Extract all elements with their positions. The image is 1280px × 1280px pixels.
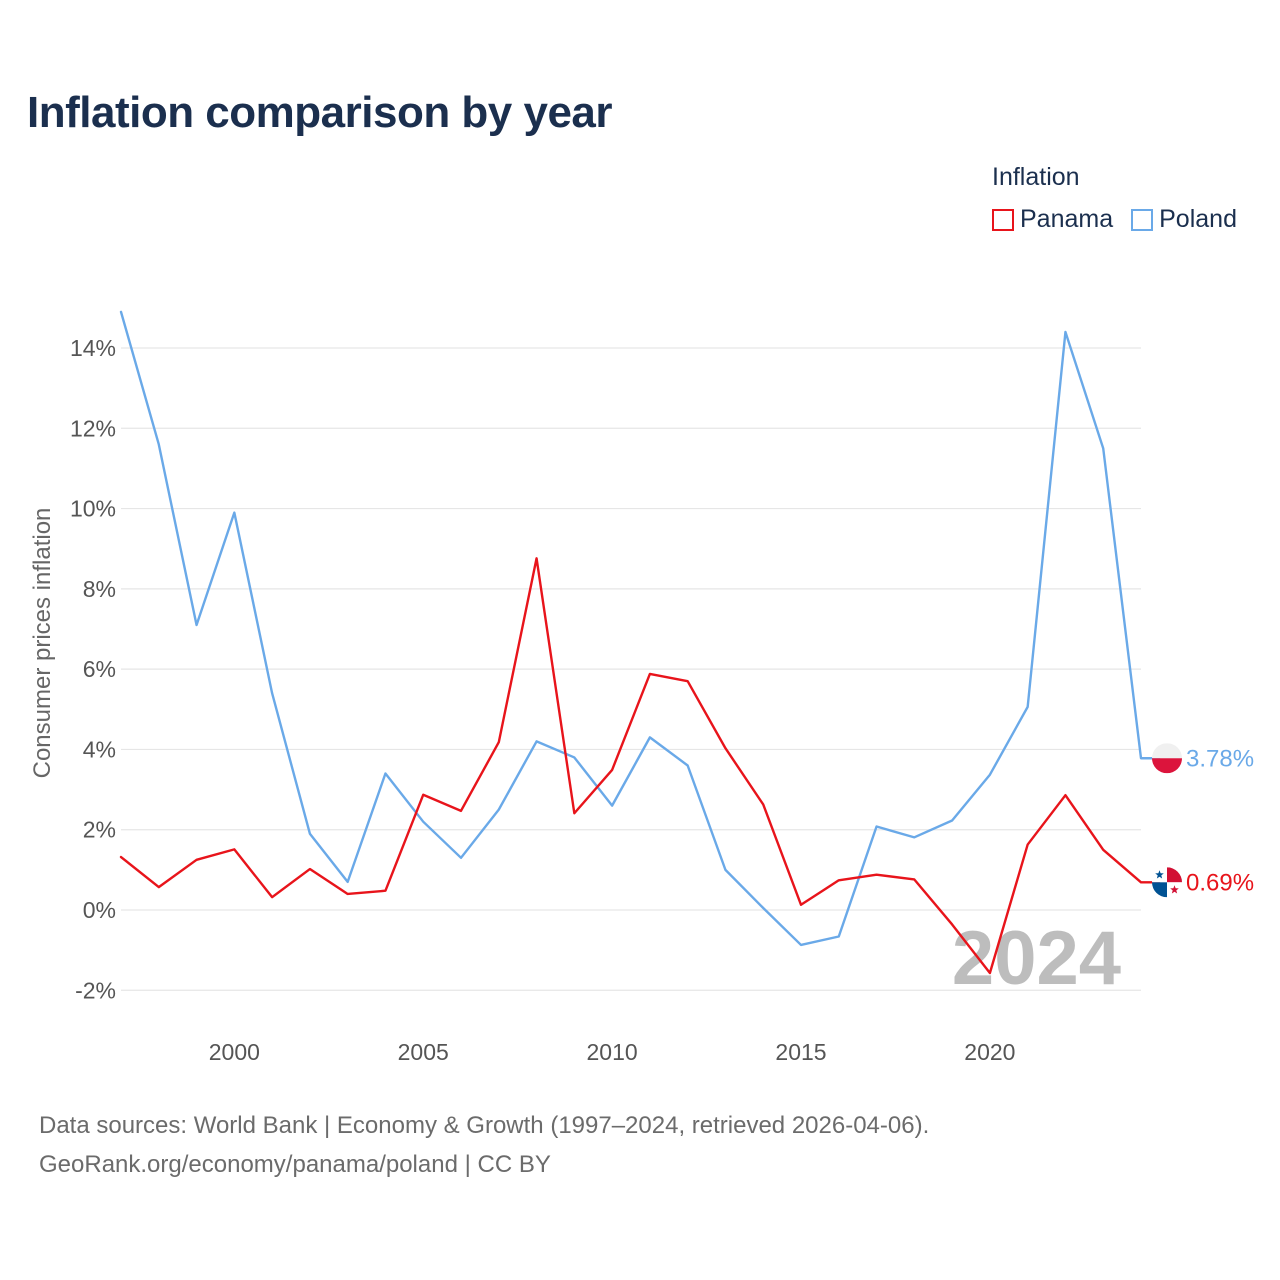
legend-swatch-panama — [992, 208, 1014, 231]
poland-flag-icon — [1152, 743, 1182, 774]
series-end-markers: 3.78% 0.69% — [1152, 743, 1254, 898]
y-tick-label: 4% — [83, 736, 116, 762]
series-lines — [119, 310, 1161, 975]
y-tick-label: 2% — [83, 817, 116, 843]
y-tick-label: 0% — [83, 897, 116, 923]
y-tick-label: 10% — [70, 496, 116, 522]
series-line-panama — [119, 557, 1161, 975]
source-line-1: Data sources: World Bank | Economy & Gro… — [39, 1112, 930, 1139]
y-axis-label: Consumer prices inflation — [29, 508, 56, 779]
x-axis-ticks: 2000 2005 2010 2015 2020 — [209, 1039, 1016, 1065]
legend-item-poland[interactable]: Poland — [1131, 205, 1237, 234]
x-tick-label: 2015 — [775, 1039, 826, 1065]
legend-label-panama: Panama — [1020, 205, 1114, 233]
series-line-poland — [119, 310, 1161, 947]
y-tick-label: 12% — [70, 415, 116, 441]
legend-label-poland: Poland — [1159, 205, 1237, 233]
x-tick-label: 2000 — [209, 1039, 260, 1065]
chart-title: Inflation comparison by year — [27, 88, 613, 137]
x-tick-label: 2010 — [587, 1039, 638, 1065]
source-note: Data sources: World Bank | Economy & Gro… — [39, 1106, 929, 1184]
legend-title: Inflation — [992, 163, 1080, 191]
panama-flag-icon — [1152, 867, 1182, 898]
poland-end-label: 3.78% — [1186, 745, 1254, 772]
y-tick-label: -2% — [75, 977, 116, 1003]
legend-swatch-poland — [1131, 208, 1154, 231]
y-axis-ticks: -2% 0% 2% 4% 6% 8% 10% 12% 14% — [70, 335, 116, 1003]
grid-lines — [121, 347, 1141, 991]
y-tick-label: 14% — [70, 335, 116, 361]
source-line-2[interactable]: GeoRank.org/economy/panama/poland | CC B… — [39, 1151, 551, 1178]
y-tick-label: 6% — [83, 656, 116, 682]
x-tick-label: 2005 — [398, 1039, 449, 1065]
x-tick-label: 2020 — [964, 1039, 1015, 1065]
panama-end-label: 0.69% — [1186, 869, 1254, 896]
legend-item-panama[interactable]: Panama — [992, 205, 1113, 234]
legend: Panama Poland — [992, 205, 1237, 234]
y-tick-label: 8% — [83, 576, 116, 602]
